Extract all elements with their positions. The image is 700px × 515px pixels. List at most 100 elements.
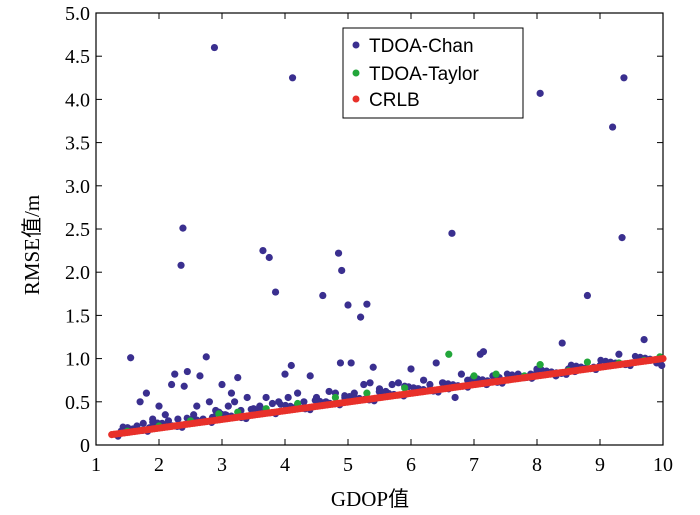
tdoa-taylor-point: [583, 358, 592, 366]
tdoa-chan-point: [420, 376, 428, 384]
tdoa-chan-point: [234, 374, 242, 382]
legend: TDOA-Chan TDOA-Taylor CRLB: [342, 27, 524, 119]
x-axis: 1 2 3 4 5 6 7 8 9 10: [91, 13, 673, 476]
x-tick-label: 8: [532, 454, 542, 476]
tdoa-chan-point: [319, 291, 327, 300]
tdoa-chan-point: [155, 402, 163, 410]
tdoa-chan-point: [536, 89, 544, 97]
tdoa-chan-point: [583, 291, 592, 300]
y-tick-label: 3.0: [65, 176, 90, 198]
y-axis: 0 0.5 1.0 1.5 2.0 2.5 3.0 3.5 4.0 4.5 5.0: [65, 3, 663, 457]
legend-label-tdoa-chan: TDOA-Chan: [369, 36, 474, 57]
tdoa-chan-point: [287, 361, 295, 370]
tdoa-chan-point: [609, 123, 617, 131]
tdoa-chan-point: [394, 379, 402, 387]
tdoa-chan-point: [294, 389, 302, 397]
tdoa-chan-point: [426, 380, 434, 389]
tdoa-chan-point: [268, 399, 276, 408]
y-tick-label: 0.5: [65, 392, 90, 414]
x-tick-label: 6: [406, 454, 416, 476]
tdoa-chan-point: [243, 393, 251, 402]
y-tick-label: 2.0: [65, 262, 90, 284]
tdoa-chan-point: [558, 339, 566, 347]
tdoa-chan-point: [347, 359, 355, 367]
tdoa-chan-point: [271, 288, 280, 296]
tdoa-chan-point: [193, 402, 201, 410]
tdoa-chan-point: [205, 398, 213, 406]
x-tick-label: 3: [217, 454, 227, 476]
tdoa-chan-point: [136, 398, 144, 406]
tdoa-taylor-point: [363, 389, 371, 397]
tdoa-chan-point: [281, 370, 289, 378]
x-tick-label: 7: [469, 454, 479, 476]
legend-label-tdoa-taylor: TDOA-Taylor: [369, 64, 479, 85]
tdoa-chan-point: [366, 379, 374, 387]
tdoa-chan-point: [448, 229, 456, 237]
x-tick-label: 1: [91, 454, 101, 476]
tdoa-chan-point: [363, 300, 371, 308]
y-tick-label: 1.5: [65, 305, 90, 327]
y-tick-label: 4.5: [65, 46, 90, 68]
tdoa-chan-point: [620, 74, 628, 82]
y-tick-label: 3.5: [65, 133, 90, 155]
legend-label-crlb: CRLB: [369, 90, 420, 111]
tdoa-chan-point: [265, 253, 273, 262]
tdoa-chan-point: [360, 380, 368, 389]
tdoa-taylor-point: [401, 384, 409, 392]
tdoa-chan-point: [218, 380, 226, 389]
tdoa-chan-point: [168, 380, 176, 389]
tdoa-chan-point: [284, 393, 292, 402]
y-tick-label: 5.0: [65, 3, 90, 25]
tdoa-chan-point: [618, 234, 626, 242]
x-tick-label: 2: [154, 454, 164, 476]
tdoa-taylor-point: [536, 361, 544, 369]
tdoa-chan-point: [300, 398, 308, 406]
tdoa-chan-point: [357, 313, 365, 321]
tdoa-chan-point: [325, 387, 333, 396]
tdoa-chan-point: [479, 348, 488, 356]
tdoa-chan-point: [288, 74, 297, 82]
tdoa-chan-point: [202, 353, 210, 361]
tdoa-taylor-point: [470, 372, 478, 380]
tdoa-chan-point: [262, 393, 270, 402]
tdoa-chan-point: [210, 43, 219, 52]
data-points: [108, 43, 667, 440]
tdoa-chan-point: [338, 266, 346, 275]
tdoa-chan-point: [344, 301, 352, 309]
tdoa-taylor-point: [492, 370, 500, 378]
crlb-point: [659, 355, 667, 363]
legend-marker-tdoa-chan: [352, 41, 360, 49]
tdoa-chan-point: [334, 249, 343, 257]
tdoa-chan-point: [336, 359, 345, 367]
tdoa-chan-point: [180, 382, 188, 390]
tdoa-chan-point: [177, 261, 185, 269]
tdoa-chan-point: [640, 335, 648, 344]
tdoa-chan-point: [183, 367, 191, 376]
x-tick-label: 10: [653, 454, 673, 476]
tdoa-chan-point: [388, 380, 396, 389]
tdoa-chan-point: [231, 398, 239, 406]
y-tick-label: 0: [80, 435, 90, 457]
y-axis-title: RMSE值/m: [20, 195, 44, 295]
tdoa-taylor-point: [331, 393, 339, 402]
x-tick-label: 5: [343, 454, 353, 476]
y-tick-label: 4.0: [65, 89, 90, 111]
tdoa-chan-point: [127, 354, 135, 362]
legend-marker-tdoa-taylor: [352, 69, 360, 77]
y-tick-label: 2.5: [65, 219, 90, 241]
tdoa-chan-point: [224, 402, 232, 410]
tdoa-chan-point: [451, 393, 459, 402]
tdoa-chan-point: [139, 419, 147, 427]
tdoa-chan-point: [432, 359, 440, 367]
tdoa-chan-point: [171, 370, 179, 378]
tdoa-chan-point: [179, 224, 187, 232]
tdoa-chan-point: [369, 363, 377, 371]
legend-box: [342, 27, 524, 119]
tdoa-chan-point: [615, 350, 623, 358]
x-tick-label: 4: [280, 454, 290, 476]
y-tick-label: 1.0: [65, 349, 90, 371]
tdoa-chan-point: [161, 411, 169, 419]
x-axis-title: GDOP值: [331, 487, 409, 511]
legend-marker-crlb: [352, 95, 360, 103]
tdoa-chan-point: [174, 415, 182, 423]
